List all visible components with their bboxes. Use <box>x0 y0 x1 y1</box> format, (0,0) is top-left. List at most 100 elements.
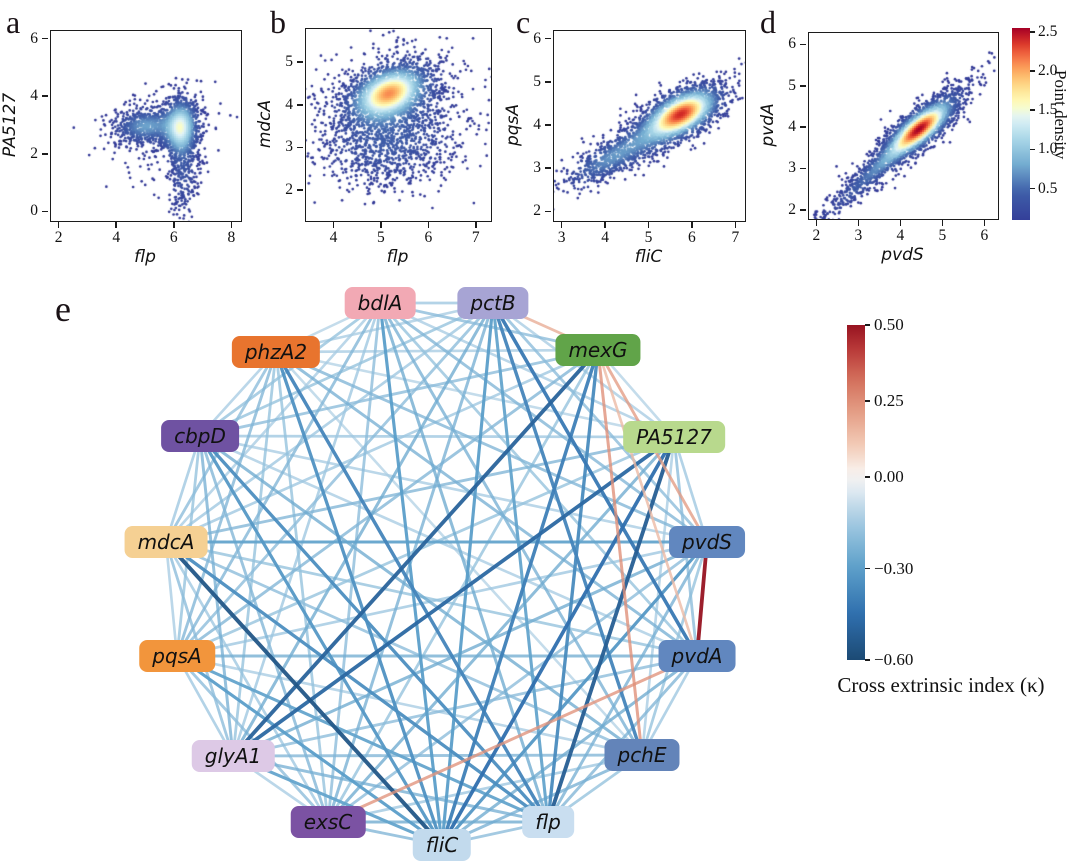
network-node-label: PA5127 <box>636 425 712 449</box>
network-edge-flp-mdcA <box>164 540 550 824</box>
network-edge-pchE-glyA1 <box>231 753 644 758</box>
y-tick-label: 6 <box>788 35 796 53</box>
network-edge-fliC-mdcA <box>164 540 444 847</box>
scatter-canvas-a <box>51 31 241 221</box>
network-edge-bdlA-PA5127 <box>378 301 676 439</box>
panel-letter-a: a <box>6 4 21 40</box>
y-tick-mark <box>545 37 551 40</box>
network-node-label: cbpD <box>174 424 226 448</box>
network-edge-PA5127-cbpD <box>198 434 676 439</box>
network-node-label: mexG <box>568 338 628 362</box>
y-tick-mark <box>545 210 551 213</box>
colorbar-tick-label: 2.0 <box>1038 62 1058 80</box>
y-tick-mark <box>800 167 806 170</box>
x-axis-label-a: flp <box>134 247 156 267</box>
network-edge-mexG-cbpD <box>198 348 600 438</box>
x-tick-label: 5 <box>377 229 385 246</box>
panel-letter-c: c <box>516 4 531 40</box>
network-edge-mdcA-cbpD <box>164 434 202 544</box>
y-tick-label: 2 <box>30 144 38 162</box>
kappa-tick-label: −0.30 <box>874 558 914 578</box>
y-tick-label: 2 <box>788 200 796 218</box>
network-node-PA5127: PA5127 <box>623 421 725 453</box>
y-tick-label: 3 <box>533 159 541 177</box>
network-node-pchE: pchE <box>604 739 680 771</box>
panel-letter-d: d <box>760 4 776 40</box>
colorbar-tick-mark <box>1030 109 1035 112</box>
kappa-tick-mark <box>865 324 870 326</box>
network-node-pvdS: pvdS <box>669 526 745 558</box>
x-tick-mark <box>230 222 233 228</box>
network-node-mdcA: mdcA <box>124 526 208 558</box>
network-edge-pvdS-flp <box>546 540 709 824</box>
kappa-tick-label: 0.00 <box>874 467 904 487</box>
y-tick-label: 2 <box>533 202 541 220</box>
kappa-tick-label: −0.60 <box>874 650 914 669</box>
network-edge-mexG-pvdA <box>596 348 699 658</box>
x-tick-label: 4 <box>112 229 121 246</box>
network-edge-pvdS-exsC <box>326 540 709 824</box>
x-axis-label-c: fliC <box>634 247 663 267</box>
network-edge-fliC-phzA2 <box>274 350 444 847</box>
network-edge-fliC-cbpD <box>198 434 444 847</box>
network-edge-mexG-mdcA <box>164 348 600 544</box>
network-node-label: fliC <box>425 833 459 857</box>
y-tick-label: 2 <box>285 181 293 199</box>
x-tick-label: 6 <box>424 229 433 246</box>
x-tick-mark <box>474 222 477 228</box>
network-node-phzA2: phzA2 <box>231 336 321 368</box>
x-tick-label: 6 <box>688 229 696 246</box>
x-tick-label: 3 <box>854 227 863 244</box>
network-node-exsC: exsC <box>290 806 366 838</box>
scatter-canvas-d <box>809 33 998 219</box>
y-tick-mark <box>42 152 48 155</box>
network-node-label: glyA1 <box>204 744 262 768</box>
x-tick-label: 4 <box>329 229 338 246</box>
network-edge-pvdA-pchE <box>640 654 699 757</box>
network-edge-bdlA-pchE <box>378 301 644 757</box>
x-tick-mark <box>899 220 902 226</box>
network-edge-mexG-fliC <box>440 348 600 847</box>
network-edge-pchE-exsC <box>326 753 644 824</box>
network-edge-mexG-phzA2 <box>274 348 600 354</box>
network-node-label: bdlA <box>357 291 403 315</box>
x-tick-mark <box>941 220 944 226</box>
x-tick-label: 2 <box>812 227 821 244</box>
network-node-label: exsC <box>303 810 353 834</box>
x-tick-mark <box>647 222 650 228</box>
x-tick-label: 6 <box>980 227 989 244</box>
colorbar-tick-mark <box>1030 70 1035 72</box>
x-tick-mark <box>427 222 430 228</box>
y-tick-label: 4 <box>533 116 541 133</box>
y-tick-mark <box>42 210 48 213</box>
x-tick-mark <box>380 222 382 228</box>
network-edge-pqsA-mdcA <box>164 540 179 658</box>
kappa-tick-label: 0.50 <box>874 315 904 334</box>
y-tick-mark <box>545 81 551 83</box>
colorbar-tick-mark <box>1030 31 1035 33</box>
y-tick-mark <box>42 95 48 97</box>
x-tick-label: 4 <box>896 227 905 244</box>
x-tick-label: 7 <box>471 229 480 246</box>
y-tick-mark <box>42 37 48 40</box>
kappa-tick-mark <box>865 659 870 661</box>
network-edge-pvdS-pvdA <box>695 540 709 658</box>
network-edge-PA5127-glyA1 <box>231 435 676 758</box>
network-edge-pctB-glyA1 <box>231 301 495 758</box>
network-edge-bdlA-glyA1 <box>231 301 382 758</box>
network-node-pvdA: pvdA <box>658 640 736 672</box>
network-edge-mexG-flp <box>546 348 600 824</box>
point-density-colorbar-bar <box>1012 28 1030 220</box>
x-tick-label: 4 <box>601 229 609 246</box>
y-tick-label: 3 <box>788 159 796 177</box>
y-tick-label: 5 <box>533 72 541 90</box>
network-edge-exsC-mdcA <box>164 540 330 824</box>
network-edge-fliC-pqsA <box>175 654 444 847</box>
scatter-canvas-b <box>306 29 491 221</box>
colorbar-tick-label: 1.5 <box>1038 101 1058 119</box>
network-edge-PA5127-exsC <box>326 435 676 824</box>
network-edge-pctB-pchE <box>491 301 644 757</box>
x-tick-mark <box>172 222 175 228</box>
y-tick-mark <box>297 146 303 149</box>
